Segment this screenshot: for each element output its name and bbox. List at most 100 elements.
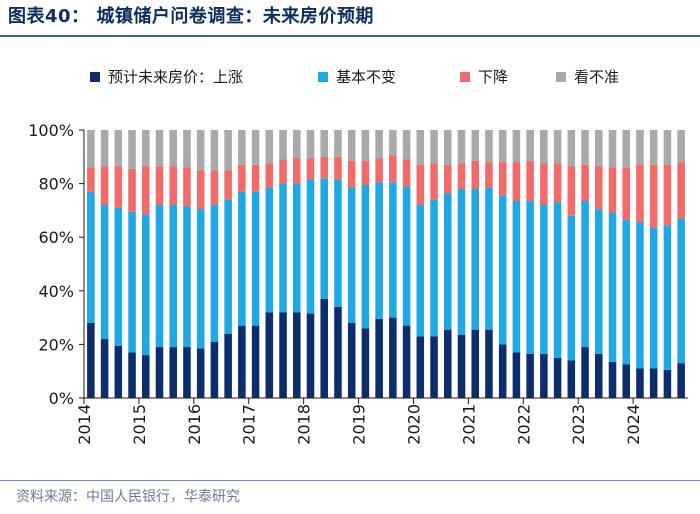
legend-item-unsure: 看不准	[556, 66, 619, 87]
bar-segment-up	[512, 352, 521, 398]
legend-item-up: 预计未来房价：上涨	[90, 66, 243, 87]
legend-label-down: 下降	[478, 68, 509, 86]
bar-segment-down	[444, 164, 452, 193]
bar-segment-down	[402, 159, 411, 187]
x-tick-label: 2017	[240, 404, 259, 445]
bar-segment-down	[416, 164, 425, 206]
bar-segment-down	[155, 166, 164, 206]
bar-segment-unsure	[540, 130, 548, 164]
y-tick-label: 0%	[49, 389, 74, 408]
bar-segment-up	[155, 347, 164, 398]
bar-segment-down	[293, 158, 301, 184]
bar-segment-up	[402, 325, 411, 398]
bar-segment-up	[389, 317, 397, 398]
bar-segment-down	[265, 163, 274, 188]
x-tick-label: 2016	[185, 404, 204, 445]
bar-segment-unsure	[224, 130, 232, 171]
bar-segment-unsure	[128, 130, 136, 169]
bar-segment-up	[279, 312, 287, 398]
bar-segment-unsure	[306, 130, 315, 159]
legend-swatch-down	[460, 71, 470, 82]
bar-segment-up	[444, 329, 452, 398]
bar-segment-up	[183, 347, 191, 398]
y-tick-label: 100%	[28, 121, 74, 140]
bar-segment-down	[279, 159, 287, 184]
bar-segment-up	[526, 353, 534, 398]
bar-segment-down	[608, 167, 617, 214]
bar-segment-down	[677, 162, 685, 219]
bar-segment-down	[224, 170, 232, 200]
bar-segment-up	[100, 339, 109, 398]
legend-swatch-flat	[318, 71, 328, 82]
bar-segment-down	[498, 162, 507, 196]
bar-segment-up	[114, 345, 123, 398]
bar-segment-down	[361, 160, 370, 185]
bar-segment-unsure	[169, 130, 177, 167]
bar-segment-flat	[128, 211, 136, 353]
bar-segment-up	[498, 344, 507, 398]
bar-segment-unsure	[361, 130, 370, 161]
bar-segment-unsure	[663, 130, 672, 165]
bar-segment-down	[100, 166, 109, 206]
bar-segment-flat	[169, 205, 177, 348]
bar-segment-unsure	[457, 130, 466, 164]
bar-segment-flat	[430, 199, 438, 337]
bar-segment-unsure	[636, 130, 644, 165]
x-tick-label: 2023	[569, 404, 588, 445]
bar-segment-unsure	[498, 130, 507, 163]
bar-segment-unsure	[581, 130, 589, 165]
bar-segment-unsure	[142, 130, 150, 167]
bar-segment-flat	[402, 186, 411, 326]
bar-segment-unsure	[196, 130, 205, 171]
chart-title: 图表40： 城镇储户问卷调查：未来房价预期	[8, 6, 374, 27]
bar-segment-unsure	[155, 130, 164, 167]
bar-segment-flat	[457, 188, 466, 336]
footer-divider	[0, 480, 700, 481]
bar-segment-unsure	[402, 130, 411, 160]
bar-segment-unsure	[485, 130, 493, 163]
bar-segment-unsure	[471, 130, 479, 161]
bar-segment-down	[553, 163, 562, 203]
x-tick-label: 2024	[624, 404, 643, 445]
bar-segment-down	[512, 162, 521, 202]
bar-segment-flat	[677, 218, 685, 364]
legend-swatch-up	[90, 71, 100, 82]
bar-segment-down	[540, 163, 548, 206]
bar-segment-up	[238, 325, 246, 398]
bar-segment-flat	[567, 215, 576, 361]
y-tick-label: 60%	[38, 228, 74, 247]
bar-segment-flat	[334, 179, 342, 307]
bar-segment-flat	[155, 205, 164, 348]
bar-segment-unsure	[553, 130, 562, 164]
bar-segment-unsure	[649, 130, 658, 165]
bar-segment-unsure	[279, 130, 287, 160]
stacked-bar-chart: 0% 20% 40% 60% 80% 100% 2014 2015 2016 2017 2018 20…	[28, 121, 688, 445]
bar-segment-flat	[663, 225, 672, 370]
bar-segment-flat	[622, 219, 630, 365]
bar-segment-down	[251, 164, 260, 192]
bar-segment-up	[128, 352, 136, 398]
bar-segment-down	[636, 164, 644, 223]
bar-segment-down	[375, 158, 383, 183]
bar-segment-up	[553, 357, 562, 398]
bar-segment-down	[526, 160, 534, 202]
bar-segment-up	[320, 298, 328, 398]
bar-segment-unsure	[100, 130, 109, 167]
bar-segment-up	[636, 368, 644, 398]
bar-segment-flat	[361, 184, 370, 329]
bar-segment-unsure	[265, 130, 274, 164]
bar-segment-unsure	[375, 130, 383, 159]
bar-segment-up	[663, 369, 672, 398]
bar-segment-flat	[224, 199, 232, 334]
bar-segment-flat	[416, 205, 425, 337]
bar-segment-unsure	[389, 130, 397, 156]
bar-segment-up	[608, 361, 617, 398]
bar-segment-unsure	[183, 130, 191, 168]
bar-segment-unsure	[430, 130, 438, 164]
bar-segment-unsure	[677, 130, 685, 163]
bar-segment-unsure	[526, 130, 534, 161]
x-tick-label: 2021	[459, 404, 478, 445]
x-tick-label: 2018	[295, 404, 314, 445]
bar-segment-flat	[196, 209, 205, 349]
bar-segment-flat	[595, 209, 603, 354]
